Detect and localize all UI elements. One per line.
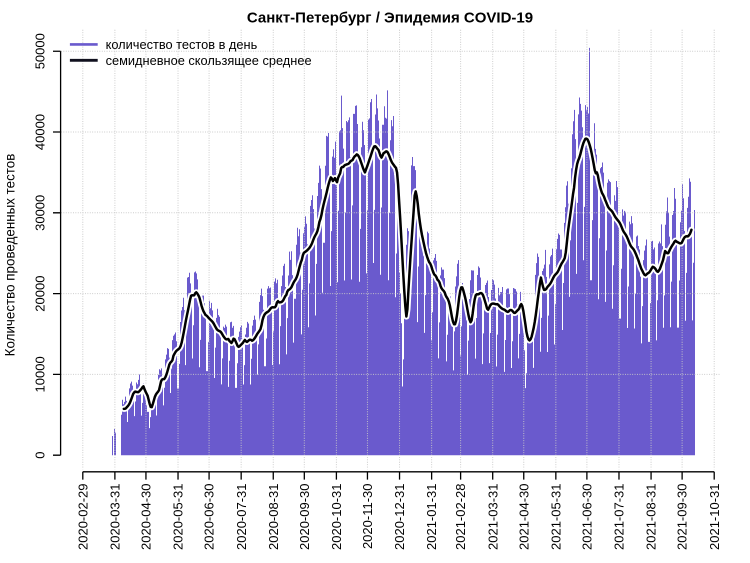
svg-text:2020-12-31: 2020-12-31 bbox=[392, 484, 407, 551]
svg-text:2020-11-30: 2020-11-30 bbox=[360, 484, 375, 550]
svg-text:2020-05-31: 2020-05-31 bbox=[171, 484, 186, 551]
svg-text:2021-04-30: 2021-04-30 bbox=[516, 484, 531, 551]
svg-text:2021-10-31: 2021-10-31 bbox=[707, 484, 722, 551]
svg-text:10000: 10000 bbox=[32, 356, 47, 392]
svg-text:Количество проведенных тестов: Количество проведенных тестов bbox=[3, 154, 18, 357]
svg-text:2020-07-31: 2020-07-31 bbox=[234, 484, 249, 551]
svg-text:2021-09-30: 2021-09-30 bbox=[675, 484, 690, 551]
svg-text:семидневное скользящее среднее: семидневное скользящее среднее bbox=[106, 53, 312, 68]
svg-text:2020-04-30: 2020-04-30 bbox=[139, 484, 154, 551]
svg-text:2021-02-28: 2021-02-28 bbox=[453, 484, 468, 551]
svg-text:30000: 30000 bbox=[32, 195, 47, 231]
svg-text:20000: 20000 bbox=[32, 276, 47, 312]
svg-text:2020-06-30: 2020-06-30 bbox=[202, 484, 217, 551]
svg-text:2021-03-31: 2021-03-31 bbox=[485, 484, 500, 551]
svg-text:количество тестов в день: количество тестов в день bbox=[106, 37, 258, 52]
svg-text:2021-07-31: 2021-07-31 bbox=[612, 484, 627, 551]
svg-text:0: 0 bbox=[32, 452, 47, 459]
svg-text:2021-05-31: 2021-05-31 bbox=[548, 484, 563, 551]
svg-text:2020-03-31: 2020-03-31 bbox=[107, 484, 122, 551]
svg-text:Санкт-Петербург / Эпидемия COV: Санкт-Петербург / Эпидемия COVID-19 bbox=[247, 10, 533, 27]
svg-text:2020-02-29: 2020-02-29 bbox=[75, 484, 90, 551]
svg-text:2020-10-31: 2020-10-31 bbox=[329, 484, 344, 551]
svg-text:2021-06-30: 2021-06-30 bbox=[579, 484, 594, 551]
svg-text:40000: 40000 bbox=[32, 114, 47, 150]
svg-text:50000: 50000 bbox=[32, 33, 47, 69]
svg-text:2020-08-31: 2020-08-31 bbox=[266, 484, 281, 551]
svg-text:2020-09-30: 2020-09-30 bbox=[297, 484, 312, 551]
svg-text:2021-01-31: 2021-01-31 bbox=[424, 484, 439, 551]
svg-text:2021-08-31: 2021-08-31 bbox=[644, 484, 659, 551]
